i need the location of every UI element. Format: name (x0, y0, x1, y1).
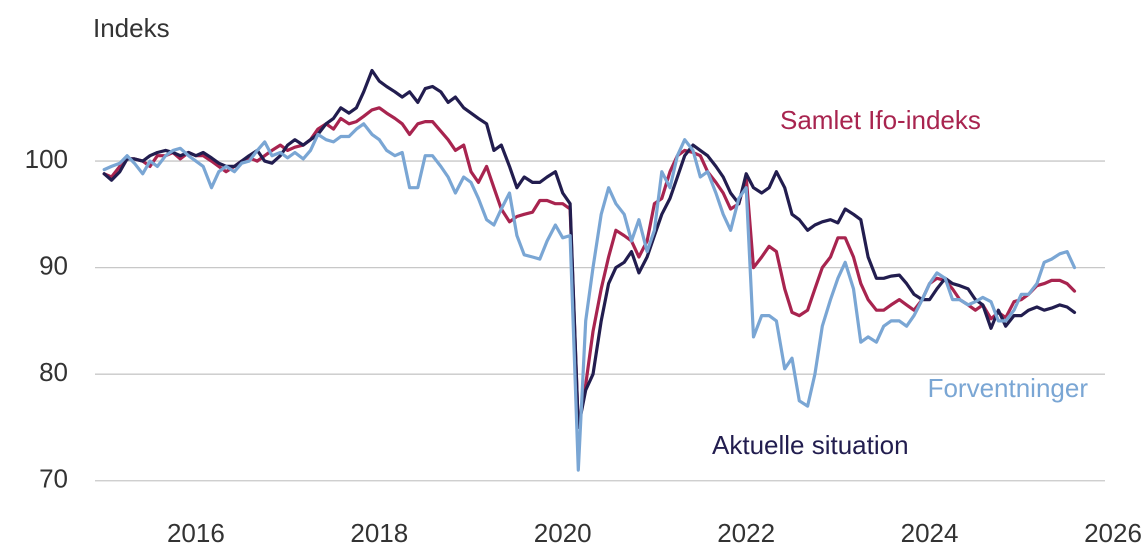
x-tick-label: 2022 (717, 518, 775, 548)
series-label: Aktuelle situation (712, 430, 909, 460)
y-tick-label: 90 (39, 250, 68, 280)
x-tick-label: 2024 (901, 518, 959, 548)
y-tick-label: 80 (39, 357, 68, 387)
x-tick-label: 2020 (534, 518, 592, 548)
y-tick-label: 100 (25, 144, 68, 174)
x-tick-label: 2018 (350, 518, 408, 548)
series-line (102, 68, 1077, 429)
series-line (102, 122, 1077, 472)
x-tick-label: 2026 (1084, 518, 1142, 548)
series-label: Samlet Ifo-indeks (780, 105, 981, 135)
y-axis-label: Indeks (93, 13, 170, 43)
series-label: Forventninger (928, 373, 1089, 403)
y-tick-label: 70 (39, 464, 68, 494)
series-line (102, 106, 1077, 429)
x-tick-label: 2016 (167, 518, 225, 548)
